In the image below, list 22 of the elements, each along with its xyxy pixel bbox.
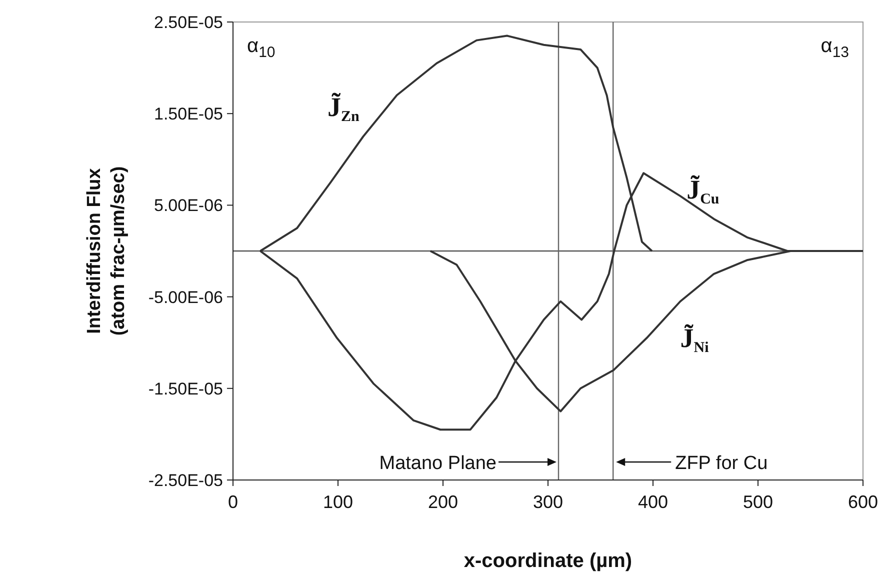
ref-line-label: Matano Plane	[379, 453, 496, 474]
y-tick-label: 2.50E-05	[154, 12, 223, 32]
x-tick-label: 200	[428, 492, 458, 512]
series-label: J̃$_{Ni}$	[680, 323, 709, 356]
x-tick-label: 500	[742, 492, 774, 512]
ref-line-label: ZFP for Cu	[675, 453, 768, 474]
y-tick-label: 5.00E-06	[154, 196, 223, 216]
annotation: α$_{10}$	[247, 35, 276, 60]
y-tick-label: -2.50E-05	[148, 470, 223, 490]
x-axis-title: x-coordinate (µm)	[464, 550, 632, 572]
x-tick-label: 300	[532, 492, 564, 512]
y-axis-title: Interdiffusion Flux (atom frac-µm/sec)	[84, 166, 129, 336]
y-tick-label: 1.50E-05	[154, 104, 223, 124]
x-tick-label: 0	[228, 492, 238, 512]
annotation: α$_{13}$	[820, 35, 849, 60]
x-tick-label: 400	[638, 492, 668, 512]
x-tick-label: 600	[848, 492, 878, 512]
x-tick-label: 100	[322, 492, 354, 512]
y-tick-label: -5.00E-06	[148, 288, 223, 307]
series-label: J̃$_{Cu}$	[686, 174, 720, 207]
y-tick-label: -1.50E-05	[148, 379, 223, 398]
series-label: J̃$_{Zn}$	[328, 92, 360, 124]
